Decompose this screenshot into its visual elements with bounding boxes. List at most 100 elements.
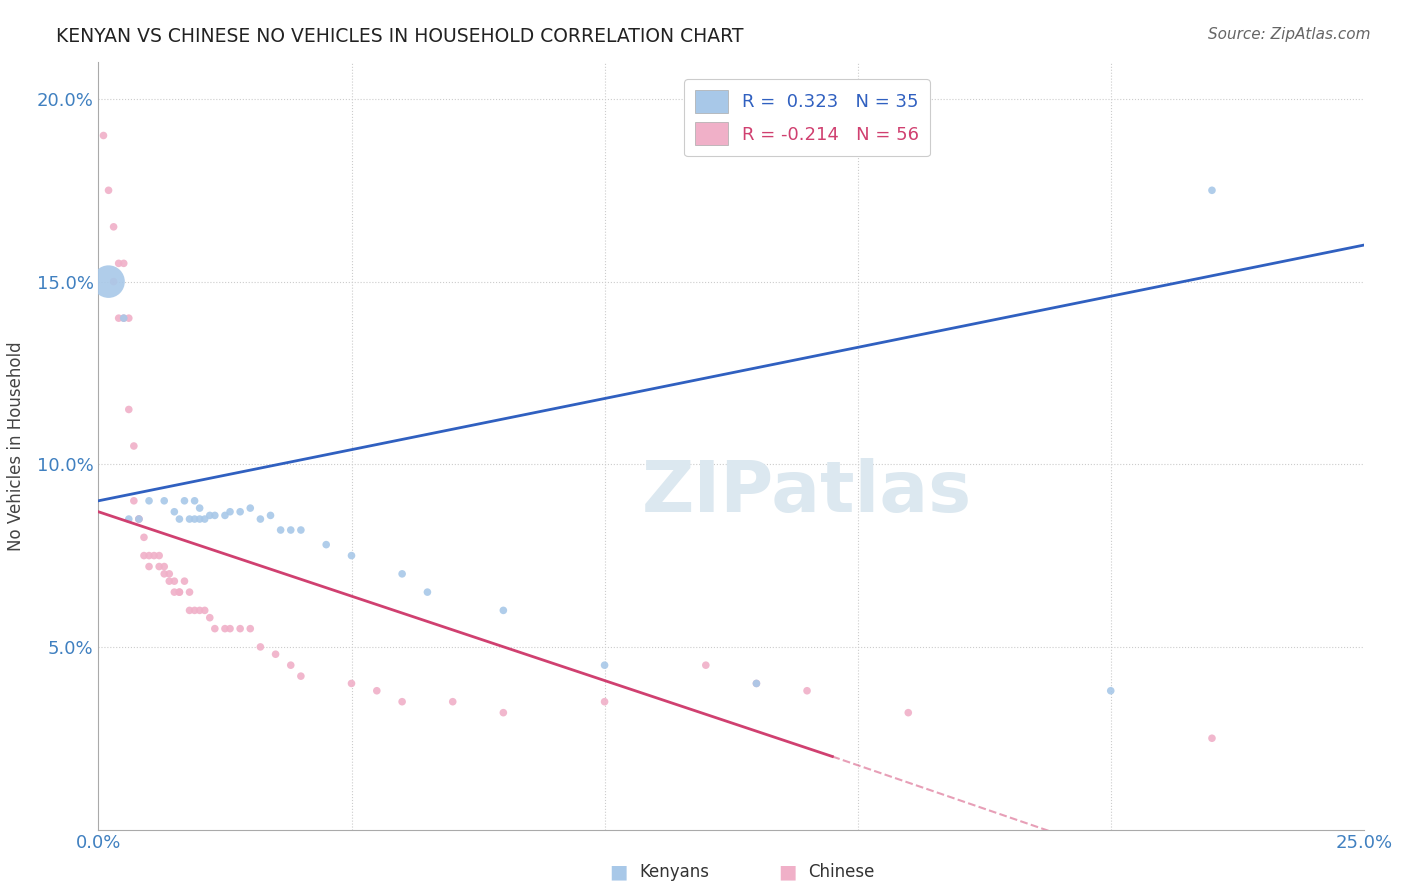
Point xyxy=(1201,183,1223,197)
Point xyxy=(157,574,180,589)
Point xyxy=(169,512,191,526)
Point xyxy=(897,706,920,720)
Point xyxy=(745,676,768,690)
Point xyxy=(198,508,221,523)
Point xyxy=(259,508,281,523)
Point xyxy=(492,603,515,617)
Point xyxy=(118,311,141,326)
Point xyxy=(128,512,150,526)
Point xyxy=(112,311,135,326)
Point xyxy=(138,559,160,574)
Point xyxy=(143,549,166,563)
Point xyxy=(593,658,616,673)
Point xyxy=(290,523,312,537)
Point xyxy=(492,706,515,720)
Point xyxy=(194,512,217,526)
Point xyxy=(173,493,195,508)
Point xyxy=(214,622,236,636)
Point xyxy=(112,311,135,326)
Point xyxy=(219,622,242,636)
Point xyxy=(1201,731,1223,746)
Point xyxy=(239,501,262,516)
Point xyxy=(153,566,176,581)
Point xyxy=(264,647,287,661)
Point xyxy=(183,603,205,617)
Text: ■: ■ xyxy=(778,863,797,882)
Text: KENYAN VS CHINESE NO VEHICLES IN HOUSEHOLD CORRELATION CHART: KENYAN VS CHINESE NO VEHICLES IN HOUSEHO… xyxy=(56,27,744,45)
Point xyxy=(280,658,302,673)
Point xyxy=(695,658,717,673)
Point xyxy=(173,574,195,589)
Point xyxy=(198,610,221,624)
Point xyxy=(239,622,262,636)
Point xyxy=(93,128,115,143)
Text: ■: ■ xyxy=(609,863,628,882)
Point xyxy=(194,603,217,617)
Point xyxy=(391,566,413,581)
Point xyxy=(214,508,236,523)
Point xyxy=(290,669,312,683)
Text: Kenyans: Kenyans xyxy=(640,863,710,881)
Text: ZIPatlas: ZIPatlas xyxy=(643,458,972,526)
Point xyxy=(366,683,388,698)
Text: Chinese: Chinese xyxy=(808,863,875,881)
Point xyxy=(97,183,120,197)
Point xyxy=(219,505,242,519)
Point xyxy=(138,549,160,563)
Point xyxy=(416,585,439,599)
Point xyxy=(179,603,201,617)
Point xyxy=(229,505,252,519)
Point xyxy=(118,512,141,526)
Point xyxy=(122,493,145,508)
Point xyxy=(107,256,129,270)
Point xyxy=(1099,683,1122,698)
Point xyxy=(183,493,205,508)
Y-axis label: No Vehicles in Household: No Vehicles in Household xyxy=(7,341,25,551)
Point xyxy=(188,603,211,617)
Point xyxy=(128,512,150,526)
Point xyxy=(183,512,205,526)
Point xyxy=(204,508,226,523)
Point xyxy=(132,530,155,544)
Point xyxy=(340,676,363,690)
Point xyxy=(153,559,176,574)
Point xyxy=(169,585,191,599)
Point xyxy=(148,549,170,563)
Point xyxy=(103,275,125,289)
Point xyxy=(163,505,186,519)
Point xyxy=(229,622,252,636)
Point xyxy=(204,622,226,636)
Point xyxy=(179,585,201,599)
Point xyxy=(157,566,180,581)
Point xyxy=(148,559,170,574)
Point xyxy=(103,219,125,234)
Point xyxy=(153,493,176,508)
Point xyxy=(107,311,129,326)
Point xyxy=(112,256,135,270)
Point xyxy=(179,512,201,526)
Text: Source: ZipAtlas.com: Source: ZipAtlas.com xyxy=(1208,27,1371,42)
Point xyxy=(593,695,616,709)
Legend: R =  0.323   N = 35, R = -0.214   N = 56: R = 0.323 N = 35, R = -0.214 N = 56 xyxy=(685,79,929,156)
Point xyxy=(128,512,150,526)
Point xyxy=(132,549,155,563)
Point xyxy=(163,585,186,599)
Point xyxy=(441,695,464,709)
Point xyxy=(163,574,186,589)
Point xyxy=(315,538,337,552)
Point xyxy=(122,439,145,453)
Point xyxy=(188,501,211,516)
Point xyxy=(97,275,120,289)
Point xyxy=(340,549,363,563)
Point xyxy=(169,585,191,599)
Point xyxy=(796,683,818,698)
Point xyxy=(249,640,271,654)
Point xyxy=(118,402,141,417)
Point xyxy=(249,512,271,526)
Point xyxy=(188,512,211,526)
Point xyxy=(745,676,768,690)
Point xyxy=(280,523,302,537)
Point xyxy=(270,523,292,537)
Point xyxy=(138,493,160,508)
Point xyxy=(391,695,413,709)
